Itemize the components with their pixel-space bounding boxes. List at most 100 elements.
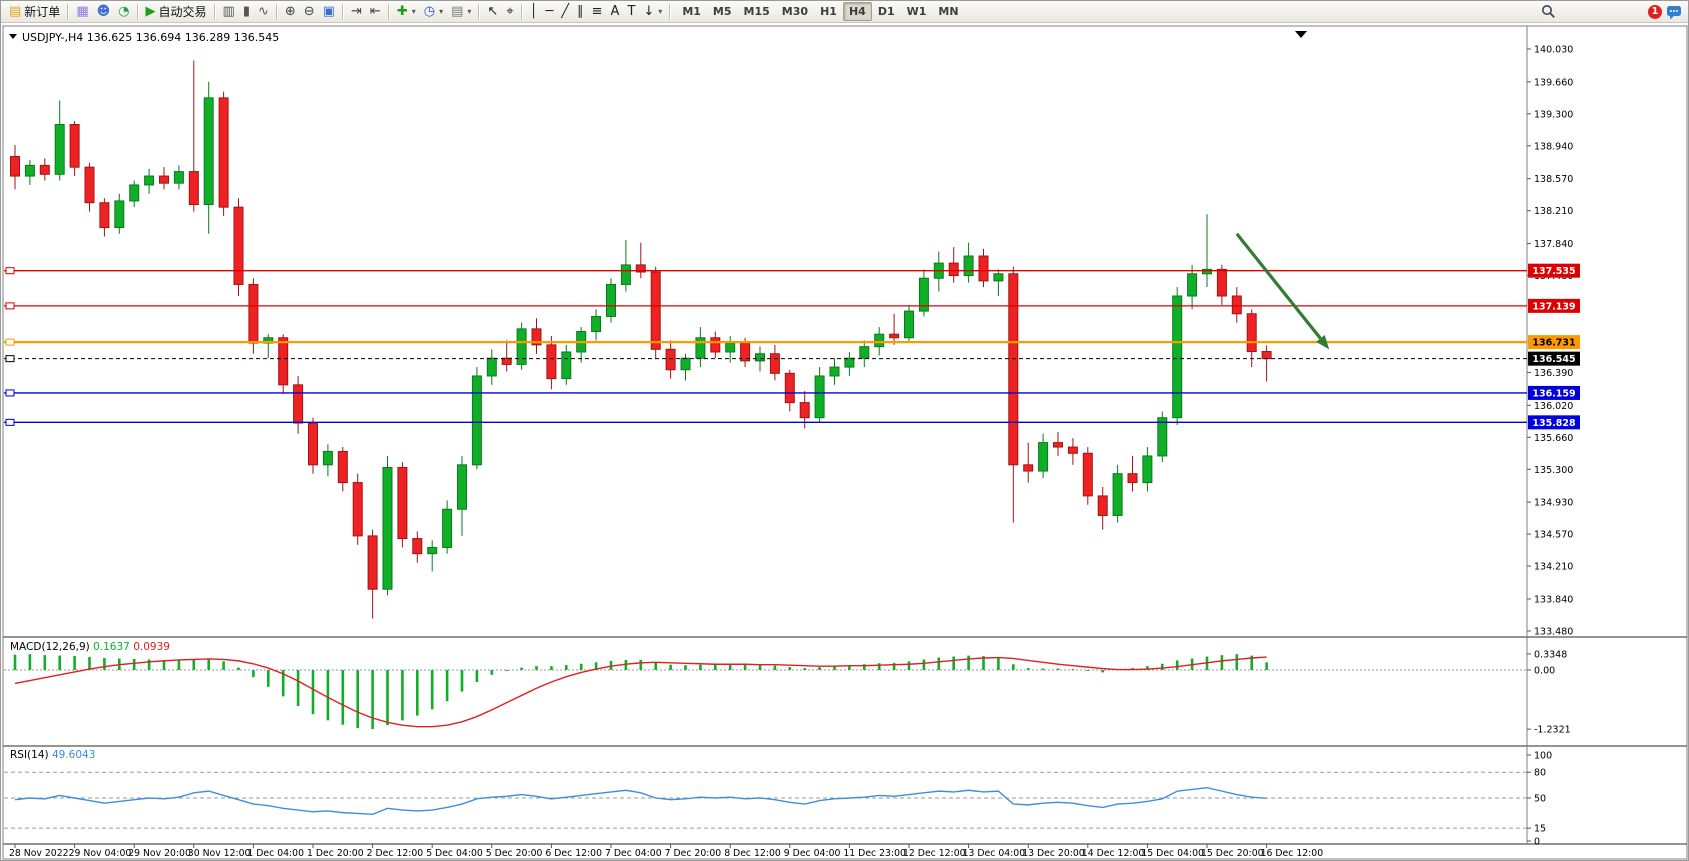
macd-name: MACD(12,26,9) [10, 641, 90, 653]
zoom-out-button[interactable]: ⊖ [300, 2, 319, 21]
tile-windows-icon: ▣ [322, 4, 335, 19]
svg-text:140.030: 140.030 [1534, 45, 1573, 56]
timeframe-d1-button[interactable]: D1 [877, 5, 895, 18]
charts-window-button[interactable]: ▦ [72, 2, 92, 21]
cursor-tool-button[interactable]: ↖ [483, 2, 502, 21]
svg-text:5 Dec 20:00: 5 Dec 20:00 [486, 848, 543, 859]
toolbar-separator [342, 3, 344, 20]
profile-icon: ☻ [96, 4, 111, 19]
svg-text:0.3348: 0.3348 [1534, 649, 1567, 660]
periods-button[interactable]: ◷ ▾ [420, 2, 447, 21]
auto-trading-button-label: 自动交易 [158, 5, 207, 19]
zoom-in-button[interactable]: ⊕ [281, 2, 300, 21]
macd-main-value: 0.1637 [93, 641, 130, 653]
svg-text:29 Nov 04:00: 29 Nov 04:00 [69, 848, 132, 859]
svg-text:80: 80 [1534, 768, 1546, 779]
toolbar-separator [67, 3, 70, 20]
svg-text:138.210: 138.210 [1534, 206, 1573, 217]
crosshair-tool-button[interactable]: ⌖ [502, 2, 517, 21]
horizontal-line-icon: ─ [545, 4, 554, 19]
svg-text:138.570: 138.570 [1534, 174, 1573, 185]
svg-text:6 Dec 12:00: 6 Dec 12:00 [545, 848, 602, 859]
svg-text:136.159: 136.159 [1532, 388, 1575, 399]
auto-scroll-button[interactable]: ⇥ [347, 2, 366, 21]
auto-trading-icon: ▶ [145, 4, 156, 19]
auto-scroll-icon: ⇥ [351, 4, 362, 19]
timeframe-m5-button[interactable]: M5 [712, 5, 732, 18]
svg-text:0: 0 [1534, 837, 1540, 848]
new-order-button[interactable]: ▤ 新订单 [5, 2, 64, 21]
channel-icon: ∥ [577, 4, 584, 19]
profile-button[interactable]: ☻ [93, 2, 115, 21]
toolbar-separator [275, 3, 278, 20]
chevron-down-icon: ▾ [658, 7, 663, 16]
svg-text:0.00: 0.00 [1534, 666, 1555, 677]
svg-text:134.210: 134.210 [1534, 562, 1573, 573]
auto-trading-button[interactable]: ▶ 自动交易 [142, 2, 211, 21]
label-tool[interactable]: T [623, 2, 639, 21]
svg-text:137.535: 137.535 [1532, 266, 1575, 277]
new-order-icon: ▤ [9, 4, 22, 19]
tile-windows-button[interactable]: ▣ [319, 2, 339, 21]
timeframe-m15-button[interactable]: M15 [743, 5, 770, 18]
timeframe-h4-button[interactable]: H4 [842, 2, 872, 21]
channel-tool[interactable]: ∥ [573, 2, 588, 21]
svg-text:1 Dec 04:00: 1 Dec 04:00 [247, 848, 304, 859]
horizontal-line-tool[interactable]: ─ [541, 2, 557, 21]
candlestick-chart-button[interactable]: ▮ [239, 2, 254, 21]
svg-text:-1.2321: -1.2321 [1534, 725, 1571, 736]
bar-chart-button[interactable]: ▥ [219, 2, 239, 21]
chat-icon[interactable] [1666, 4, 1682, 20]
timeframe-mn-button[interactable]: MN [938, 5, 959, 18]
macd-indicator-label: MACD(12,26,9) 0.1637 0.0939 [10, 641, 170, 653]
timeframe-m30-button[interactable]: M30 [781, 5, 809, 18]
svg-text:138.940: 138.940 [1534, 141, 1573, 152]
svg-text:139.300: 139.300 [1534, 109, 1573, 120]
svg-text:9 Dec 04:00: 9 Dec 04:00 [784, 848, 841, 859]
svg-text:133.840: 133.840 [1534, 594, 1573, 605]
svg-text:16 Dec 12:00: 16 Dec 12:00 [1261, 848, 1324, 859]
svg-text:14 Dec 12:00: 14 Dec 12:00 [1082, 848, 1145, 859]
notification-badge[interactable]: 1 [1648, 5, 1662, 19]
toolbar-separator [387, 3, 390, 20]
svg-text:137.840: 137.840 [1534, 239, 1573, 250]
history-center-button[interactable]: ◔ [114, 2, 133, 21]
svg-text:5 Dec 04:00: 5 Dec 04:00 [426, 848, 483, 859]
timeframe-m1-button[interactable]: M1 [682, 5, 701, 18]
svg-text:15 Dec 04:00: 15 Dec 04:00 [1141, 848, 1204, 859]
svg-text:136.390: 136.390 [1534, 368, 1573, 379]
svg-text:133.480: 133.480 [1534, 626, 1573, 637]
label-icon: T [627, 4, 636, 19]
templates-button[interactable]: ▤ ▾ [447, 2, 475, 21]
svg-text:134.570: 134.570 [1534, 530, 1573, 541]
rsi-name: RSI(14) [10, 749, 49, 761]
svg-text:139.660: 139.660 [1534, 77, 1573, 88]
svg-text:100: 100 [1534, 751, 1552, 762]
text-tool[interactable]: A [607, 2, 624, 21]
arrows-tool[interactable]: ↓ ▾ [639, 2, 666, 21]
history-center-icon: ◔ [118, 4, 130, 19]
toolbar-buttons: ▤ 新订单 ▦ ☻ ◔ ▶ 自动交易 ▥ ▮ ∿ ⊕ ⊖ ▣ ⇥ ⇤ ✚ ▾ ◷ ▾ ▤ ▾ ↖ ⌖ │ ─ ╱ ∥ ≡ A T ↓ ▾ [5, 2, 674, 21]
toolbar-separator [520, 3, 523, 20]
down-arrow-annotation[interactable] [1235, 232, 1322, 340]
line-chart-button[interactable]: ∿ [254, 2, 273, 21]
chart-title: USDJPY-,H4 136.625 136.694 136.289 136.5… [22, 31, 279, 44]
svg-text:29 Nov 20:00: 29 Nov 20:00 [128, 848, 191, 859]
text-icon: A [610, 4, 620, 19]
timeframe-h1-button[interactable]: H1 [820, 5, 837, 18]
svg-text:13 Dec 20:00: 13 Dec 20:00 [1022, 848, 1085, 859]
macd-signal-value: 0.0939 [133, 641, 170, 653]
rsi-value: 49.6043 [51, 749, 96, 761]
search-button[interactable] [1541, 4, 1556, 19]
trendline-tool[interactable]: ╱ [557, 2, 573, 21]
chevron-down-icon: ▾ [467, 7, 472, 16]
indicators-button[interactable]: ✚ ▾ [393, 2, 420, 21]
templates-icon: ▤ [451, 4, 464, 19]
chart-shift-button[interactable]: ⇤ [366, 2, 385, 21]
svg-text:11 Dec 23:00: 11 Dec 23:00 [843, 848, 906, 859]
vertical-line-tool[interactable]: │ [526, 2, 542, 21]
timeframe-w1-button[interactable]: W1 [906, 5, 927, 18]
fibonacci-tool[interactable]: ≡ [588, 2, 607, 21]
svg-text:1 Dec 20:00: 1 Dec 20:00 [307, 848, 364, 859]
